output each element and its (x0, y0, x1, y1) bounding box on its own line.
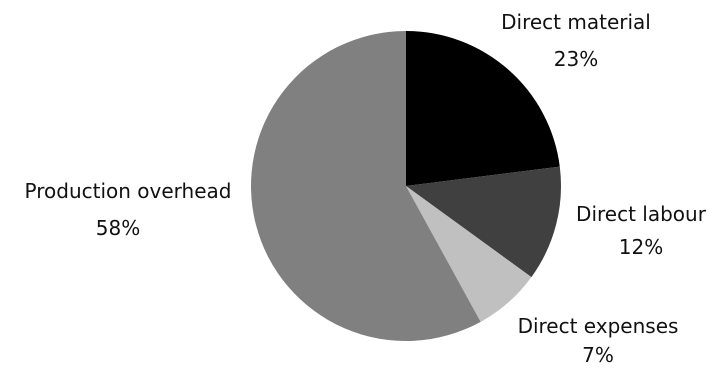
label-direct-expenses: Direct expenses (518, 314, 679, 338)
slice-direct-labour (406, 166, 561, 278)
value-direct-material: 23% (554, 47, 598, 71)
slice-production-overhead (250, 31, 481, 341)
value-direct-expenses: 7% (582, 343, 614, 367)
slice-direct-material (406, 31, 560, 186)
value-direct-labour: 12% (619, 235, 663, 259)
label-production-overhead: Production overhead (25, 179, 232, 203)
value-production-overhead: 58% (96, 216, 140, 240)
label-direct-labour: Direct labour (576, 202, 707, 226)
pie-slices (250, 31, 561, 341)
pie-labels: Direct material 23% Direct labour 12% Di… (25, 10, 707, 367)
label-direct-material: Direct material (501, 10, 651, 34)
slice-direct-expenses (406, 186, 532, 322)
